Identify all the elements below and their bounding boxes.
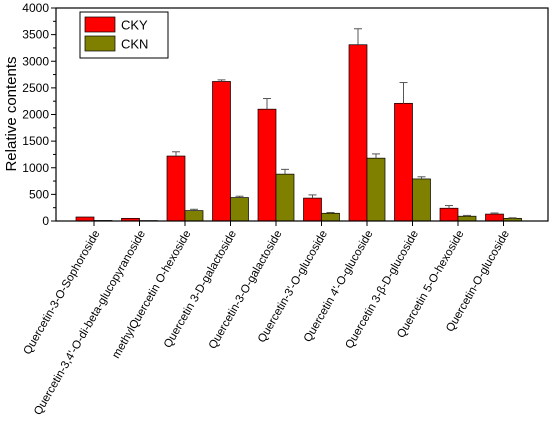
y-tick-label: 2000 xyxy=(22,108,49,122)
legend-label-ckn: CKN xyxy=(121,37,148,52)
bar-cky xyxy=(485,213,504,222)
y-tick-label: 1500 xyxy=(22,134,49,148)
y-tick-label: 3000 xyxy=(22,54,49,68)
y-tick-label: 2500 xyxy=(22,81,49,95)
bar-ckn xyxy=(230,197,249,222)
bar-ckn xyxy=(457,215,477,222)
y-tick-label: 3500 xyxy=(22,28,49,42)
y-tick-labels: 0 500 1000 1500 2000 2500 3000 3500 4000 xyxy=(22,1,49,228)
y-tick-label: 500 xyxy=(29,187,49,201)
bar-ckn xyxy=(321,212,340,222)
bar-cky xyxy=(166,155,186,222)
error-bars-layer xyxy=(172,28,517,219)
x-category-label: methylQuercetin O-hexoside xyxy=(110,229,193,361)
legend-swatch-ckn xyxy=(84,35,116,52)
bar-cky xyxy=(394,102,413,222)
bar-ckn xyxy=(412,178,431,222)
y-tick-label: 0 xyxy=(42,214,49,228)
y-tick-label: 4000 xyxy=(22,1,49,15)
bar-cky xyxy=(348,44,368,222)
bar-cky xyxy=(439,207,459,222)
legend: CKY CKN xyxy=(79,11,169,59)
bar-cky xyxy=(212,81,231,222)
bar-cky xyxy=(257,108,277,222)
x-category-label: Quercetin-3-O-Sophoroside xyxy=(22,229,103,357)
bar-ckn xyxy=(275,173,295,222)
y-axis-title: Relative contents xyxy=(3,56,20,171)
x-category-labels: Quercetin-3-O-SophorosideQuercetin-3,4'-… xyxy=(22,229,513,418)
bar-ckn xyxy=(366,157,386,222)
bars-layer xyxy=(75,44,522,222)
bar-ckn xyxy=(184,210,204,222)
bar-cky xyxy=(303,197,322,222)
legend-label-cky: CKY xyxy=(121,18,148,33)
axes-layer xyxy=(51,7,549,226)
legend-swatch-cky xyxy=(84,16,116,33)
y-tick-label: 1000 xyxy=(22,161,49,175)
